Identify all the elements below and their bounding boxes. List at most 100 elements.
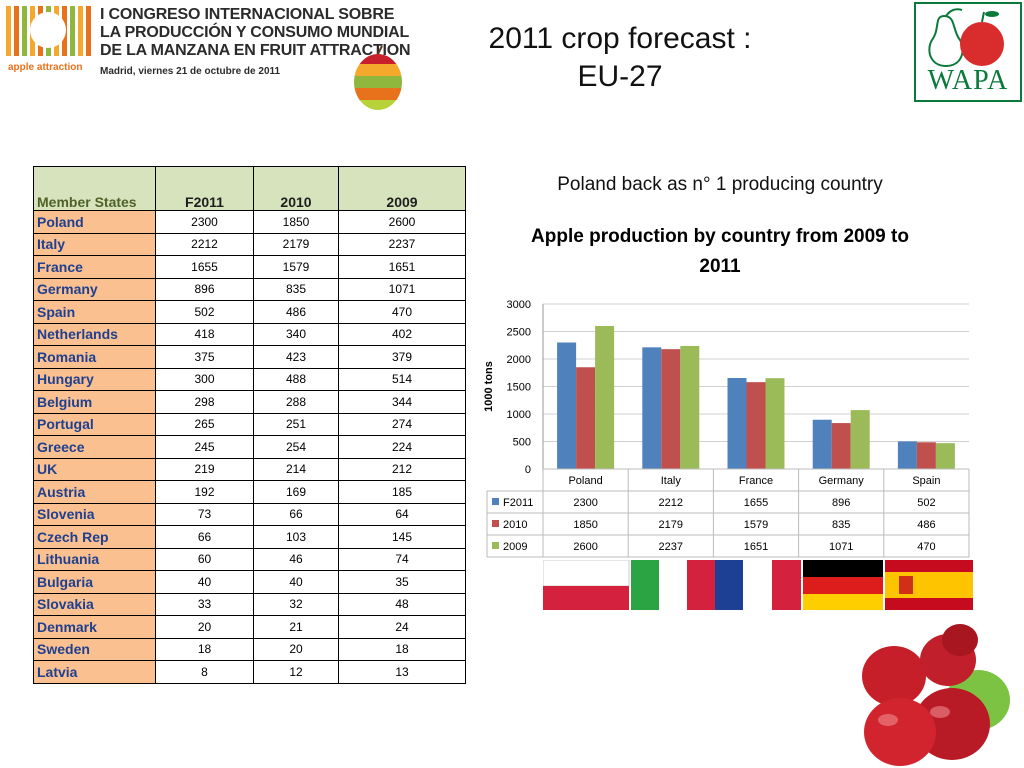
data-value-label: 486 [917,519,935,531]
country-cell: Lithuania [33,547,156,571]
data-value-label: 2300 [573,497,597,509]
table-header-row: Member States F2011 2010 2009 [33,166,466,211]
header-2010: 2010 [253,166,339,211]
f2011-cell: 300 [155,367,254,391]
f2011-cell: 33 [155,592,254,616]
bar [831,423,851,469]
y2010-cell: 288 [253,390,339,414]
y2009-cell: 13 [338,660,466,684]
y2010-cell: 169 [253,480,339,504]
f2011-cell: 18 [155,637,254,661]
y-tick-label: 2500 [507,327,531,339]
category-label: France [739,475,773,487]
y2009-cell: 145 [338,525,466,549]
table-row: UK 219 214 212 [33,457,466,481]
country-cell: Hungary [33,367,156,391]
y2009-cell: 514 [338,367,466,391]
y2010-cell: 254 [253,435,339,459]
bar [897,441,917,469]
table-row: Poland 2300 1850 2600 [33,210,466,234]
table-row: Belgium 298 288 344 [33,390,466,414]
y2010-cell: 423 [253,345,339,369]
country-cell: Sweden [33,637,156,661]
apple-production-chart: 0 500 1000 1500 2000 2500 3000 1000 tons Poland I… [483,299,970,558]
y2009-cell: 2600 [338,210,466,234]
f2011-cell: 298 [155,390,254,414]
country-cell: UK [33,457,156,481]
f2011-cell: 8 [155,660,254,684]
table-row: Sweden 18 20 18 [33,637,466,661]
y2010-cell: 21 [253,615,339,639]
bar [916,442,936,469]
y2010-cell: 32 [253,592,339,616]
data-value-label: 896 [832,497,850,509]
y2010-cell: 340 [253,322,339,346]
spain-flag [885,560,973,610]
y-tick-label: 3000 [507,299,531,311]
data-value-label: 1651 [744,541,768,553]
y-axis-label: 1000 tons [483,361,495,412]
bar [680,345,700,469]
y2009-cell: 35 [338,570,466,594]
header-f2011: F2011 [155,166,254,211]
y2009-cell: 224 [338,435,466,459]
data-value-label: 1655 [744,497,768,509]
country-cell: Portugal [33,412,156,436]
y2009-cell: 1071 [338,277,466,301]
legend-key [492,498,499,505]
f2011-cell: 20 [155,615,254,639]
country-cell: Slovenia [33,502,156,526]
apples-image [862,624,1010,766]
y2010-cell: 214 [253,457,339,481]
header-member-states: Member States [33,166,156,211]
legend-key [492,542,499,549]
f2011-cell: 896 [155,277,254,301]
y2010-cell: 12 [253,660,339,684]
y2010-cell: 835 [253,277,339,301]
country-cell: Spain [33,300,156,324]
table-row: Austria 192 169 185 [33,480,466,504]
bar [661,349,681,469]
chart-subtitle: Poland back as n° 1 producing country [557,174,883,195]
data-value-label: 1579 [744,519,768,531]
country-cell: Belgium [33,390,156,414]
header-2009: 2009 [338,166,466,211]
f2011-cell: 40 [155,570,254,594]
country-cell: Poland [33,210,156,234]
poland-flag [543,560,630,610]
category-label: Italy [661,475,682,487]
y-tick-label: 1000 [507,409,531,421]
table-row: Denmark 20 21 24 [33,615,466,639]
bar [727,377,747,469]
y2009-cell: 24 [338,615,466,639]
legend-label: 2009 [503,541,527,553]
country-cell: Bulgaria [33,570,156,594]
italy-flag [631,560,715,610]
congress-line: DE LA MANZANA EN FRUIT ATTRACTION [100,42,411,59]
title-line: EU-27 [577,60,663,93]
legend-key [492,520,499,527]
country-cell: Austria [33,480,156,504]
f2011-cell: 2212 [155,232,254,256]
table-row: Lithuania 60 46 74 [33,547,466,571]
table-row: Spain 502 486 470 [33,300,466,324]
f2011-cell: 502 [155,300,254,324]
y-tick-label: 1500 [507,382,531,394]
country-cell: Denmark [33,615,156,639]
slide-title: 2011 crop forecast : EU-27 [420,20,820,96]
y2009-cell: 344 [338,390,466,414]
y-tick-label: 500 [513,437,531,449]
congress-date: Madrid, viernes 21 de octubre de 2011 [100,66,281,77]
table-row: Czech Rep 66 103 145 [33,525,466,549]
bar [642,347,662,469]
table-row: Romania 375 423 379 [33,345,466,369]
y-tick-label: 0 [525,464,531,476]
table-row: Slovakia 33 32 48 [33,592,466,616]
bar [850,410,870,469]
y2009-cell: 379 [338,345,466,369]
table-row: Latvia 8 12 13 [33,660,466,684]
wapa-logo: WAPA [914,2,1022,102]
y2010-cell: 488 [253,367,339,391]
bar [935,443,955,469]
congress-line: LA PRODUCCIÓN Y CONSUMO MUNDIAL [100,24,410,41]
